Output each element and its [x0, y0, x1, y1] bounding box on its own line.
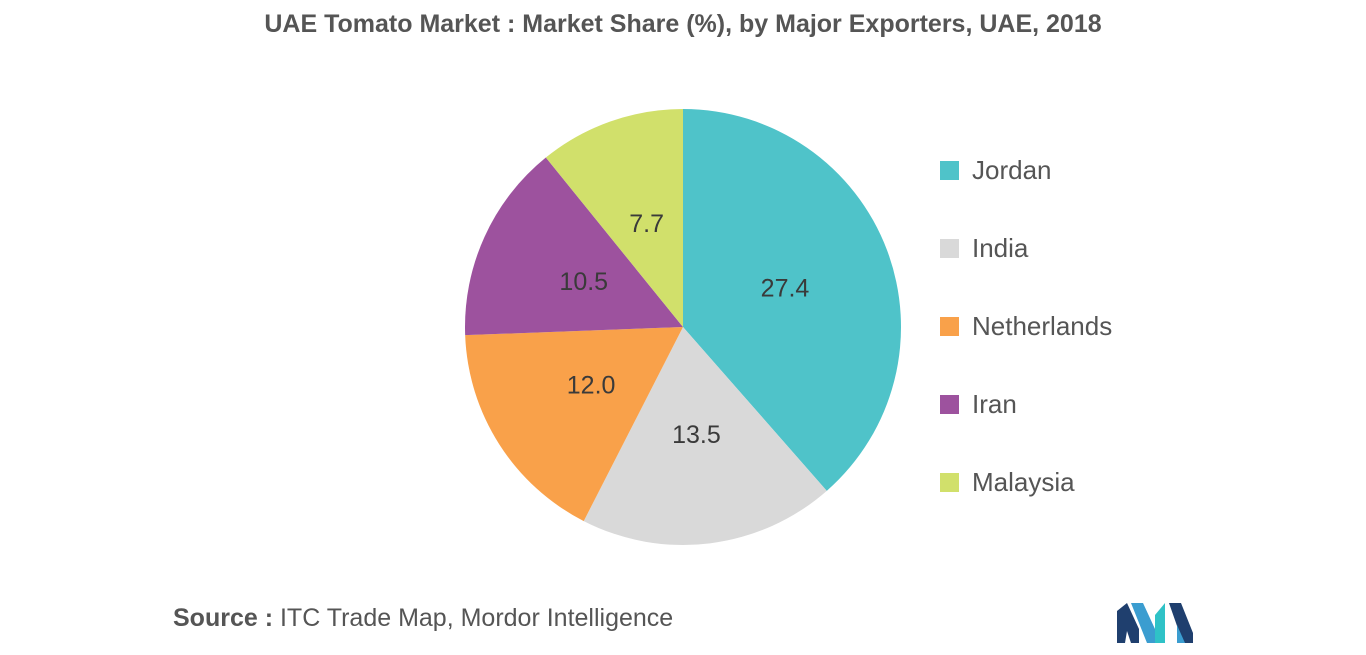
pie-slice-malaysia — [545, 109, 683, 327]
source-text: ITC Trade Map, Mordor Intelligence — [279, 604, 674, 632]
legend-swatch — [940, 472, 959, 492]
data-label-netherlands: 12.0 — [567, 372, 616, 400]
legend-label: Iran — [972, 388, 1017, 419]
legend-item-malaysia: Malaysia — [940, 462, 1075, 502]
pie-slice-jordan — [683, 109, 901, 491]
data-label-malaysia: 7.7 — [629, 210, 664, 238]
legend-item-iran: Iran — [940, 384, 1017, 424]
legend-swatch — [940, 316, 959, 336]
pie-slice-iran — [465, 157, 683, 336]
legend-label: Netherlands — [972, 310, 1113, 341]
legend-label: India — [972, 232, 1029, 263]
legend-swatch — [940, 160, 959, 180]
data-label-india: 13.5 — [672, 421, 721, 449]
legend-label: Jordan — [972, 154, 1052, 185]
legend-item-india: India — [940, 228, 1028, 268]
data-label-iran: 10.5 — [559, 268, 608, 296]
legend-swatch — [940, 238, 959, 258]
legend-item-netherlands: Netherlands — [940, 306, 1112, 346]
source-prefix: Source : — [173, 604, 274, 632]
pie-chart: 27.4 13.5 12.0 10.5 7.7 — [465, 109, 901, 545]
data-label-jordan: 27.4 — [761, 275, 810, 303]
legend-label: Malaysia — [972, 466, 1075, 497]
legend-item-jordan: Jordan — [940, 150, 1052, 190]
legend-swatch — [940, 394, 959, 414]
mordor-logo-icon — [1117, 603, 1193, 643]
source-note: Source : ITC Trade Map, Mordor Intellige… — [173, 604, 673, 633]
pie-slice-india — [583, 327, 827, 545]
chart-title: UAE Tomato Market : Market Share (%), by… — [264, 10, 1102, 38]
chart-legend: Jordan India Netherlands Iran Malaysia — [940, 150, 1200, 520]
pie-slice-netherlands — [465, 327, 683, 522]
